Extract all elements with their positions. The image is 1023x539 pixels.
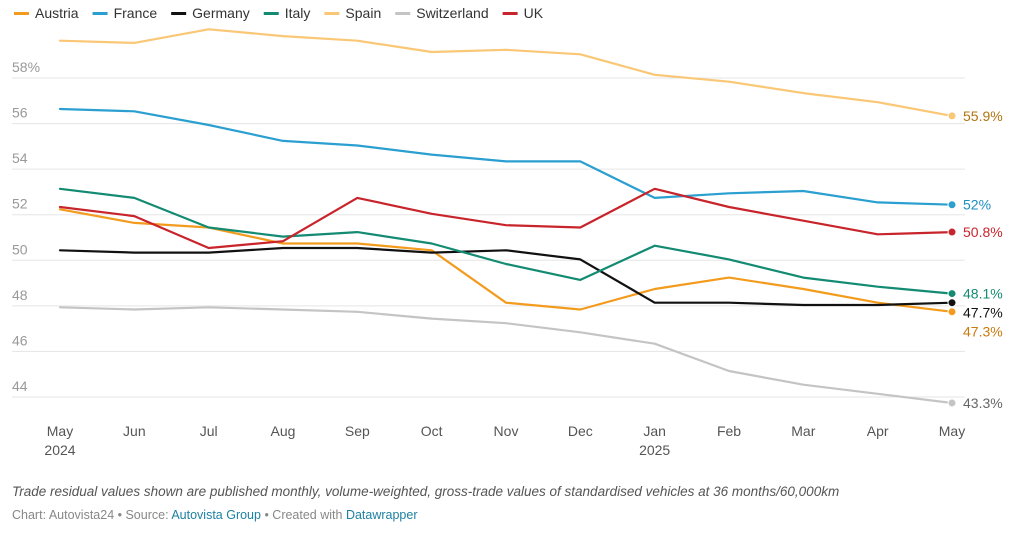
x-tick-label: Jan: [643, 423, 666, 439]
y-tick-label: 48: [12, 287, 28, 303]
x-tick-label: Apr: [867, 423, 889, 439]
y-tick-label: 58%: [12, 59, 40, 75]
end-labels: 55.9% 52% 50.8% 48.1% 47.7% 47.3% 43.3%: [947, 108, 1003, 411]
end-label-germany: 47.7%: [963, 305, 1003, 321]
x-tick-label: 2024: [44, 442, 75, 458]
x-tick-label: Jul: [200, 423, 218, 439]
legend-swatch: [324, 12, 340, 15]
end-label-uk: 50.8%: [963, 224, 1003, 240]
x-tick-label: Sep: [345, 423, 370, 439]
x-tick-label: Feb: [717, 423, 741, 439]
end-point-austria: [947, 307, 957, 317]
legend-swatch: [92, 12, 108, 15]
end-label-france: 52%: [963, 197, 991, 213]
legend-label: France: [114, 5, 158, 21]
end-label-italy: 48.1%: [963, 286, 1003, 302]
series-line-italy: [58, 187, 954, 295]
end-label-switzerland: 43.3%: [963, 395, 1003, 411]
y-axis: 44 46 48 50 52 54 56 58%: [12, 59, 40, 394]
end-point-uk: [947, 227, 957, 237]
y-tick-label: 44: [12, 378, 28, 394]
legend-item-france: France: [92, 5, 158, 21]
series-line-france: [58, 107, 954, 206]
legend-label: Germany: [192, 5, 250, 21]
x-tick-label: Mar: [791, 423, 815, 439]
y-tick-label: 52: [12, 196, 28, 212]
end-point-switzerland: [947, 398, 957, 408]
x-tick-label: Jun: [123, 423, 146, 439]
legend: Austria France Germany Italy Spain Switzerlan…: [14, 5, 544, 21]
y-tick-label: 54: [12, 150, 28, 166]
legend-swatch: [502, 12, 518, 15]
x-tick-label: Nov: [494, 423, 519, 439]
credit-prefix: Chart: Autovista24 • Source:: [12, 508, 172, 522]
legend-item-germany: Germany: [171, 5, 250, 21]
legend-label: Italy: [285, 5, 311, 21]
x-tick-label: Aug: [271, 423, 296, 439]
x-tick-label: May: [939, 423, 965, 439]
legend-swatch: [395, 12, 411, 15]
y-tick-label: 56: [12, 105, 28, 121]
series-line-uk: [58, 187, 954, 250]
legend-label: UK: [524, 5, 544, 21]
legend-label: Switzerland: [416, 5, 488, 21]
series-line-germany: [58, 246, 954, 307]
line-chart: Austria France Germany Italy Spain Switzerlan…: [12, 5, 1003, 458]
chart-credit: Chart: Autovista24 • Source: Autovista G…: [12, 508, 418, 522]
legend-swatch: [14, 12, 29, 15]
legend-item-spain: Spain: [324, 5, 381, 21]
datawrapper-link[interactable]: Datawrapper: [345, 508, 418, 522]
series-lines: [58, 28, 954, 405]
series-line-switzerland: [58, 306, 954, 405]
legend-swatch: [263, 12, 279, 15]
source-link[interactable]: Autovista Group: [171, 508, 261, 522]
x-tick-label: May: [47, 423, 73, 439]
chart-note: Trade residual values shown are publishe…: [12, 484, 840, 499]
credit-mid: • Created with: [260, 508, 346, 522]
y-tick-label: 50: [12, 241, 28, 257]
end-label-spain: 55.9%: [963, 108, 1003, 124]
legend-item-austria: Austria: [14, 5, 79, 21]
x-tick-label: Oct: [421, 423, 443, 439]
series-line-spain: [58, 28, 954, 118]
y-tick-label: 46: [12, 332, 28, 348]
x-tick-label: 2025: [639, 442, 670, 458]
legend-item-uk: UK: [502, 5, 544, 21]
end-point-france: [947, 200, 957, 210]
legend-swatch: [171, 12, 187, 15]
legend-item-switzerland: Switzerland: [395, 5, 489, 21]
x-tick-label: Dec: [568, 423, 593, 439]
legend-label: Austria: [35, 5, 79, 21]
end-label-austria: 47.3%: [963, 324, 1003, 340]
end-point-italy: [947, 289, 957, 299]
end-point-spain: [947, 111, 957, 121]
end-point-germany: [947, 298, 957, 308]
legend-item-italy: Italy: [263, 5, 311, 21]
grid: [12, 77, 965, 398]
legend-label: Spain: [345, 5, 381, 21]
x-axis: May 2024 Jun Jul Aug Sep Oct Nov Dec Jan 2025 Feb Ma…: [44, 423, 965, 458]
